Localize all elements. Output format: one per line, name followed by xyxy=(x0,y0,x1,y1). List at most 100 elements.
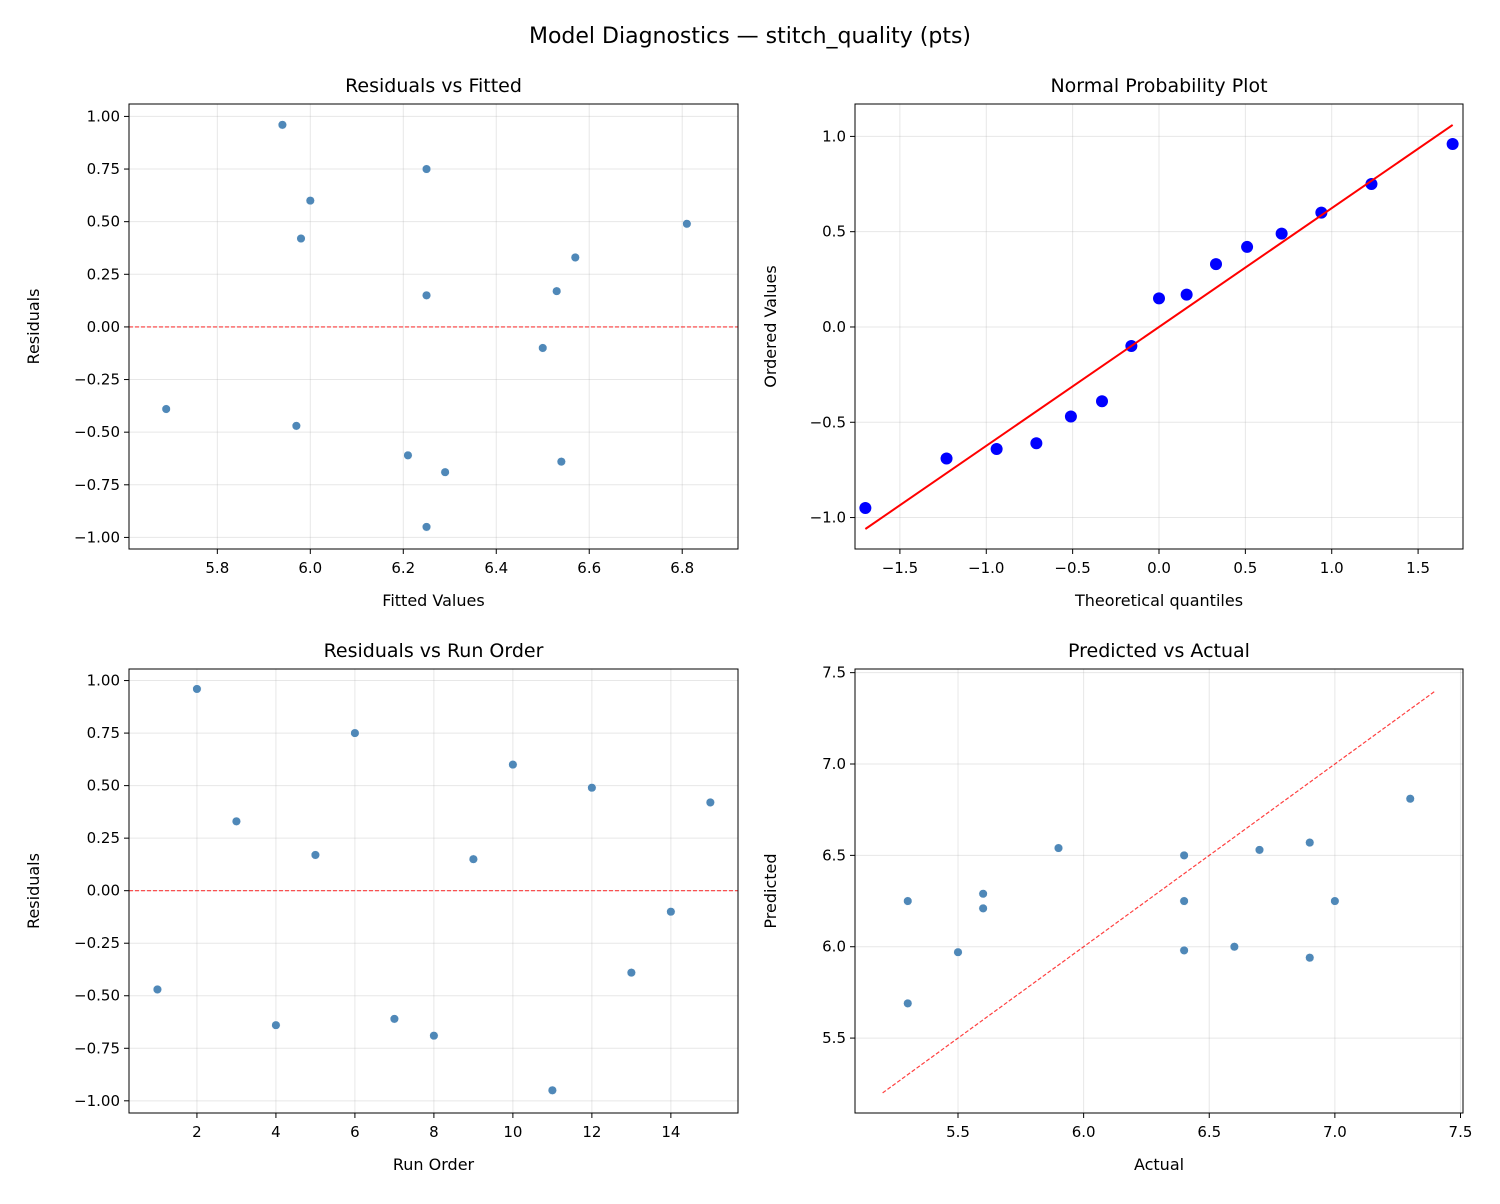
x-tick-label: 8 xyxy=(429,1123,439,1141)
x-tick-label: −0.5 xyxy=(1054,559,1090,577)
data-point xyxy=(1330,896,1340,906)
data-point xyxy=(1180,288,1193,301)
data-point xyxy=(940,452,953,465)
data-point xyxy=(421,522,432,532)
y-tick-label: −1.00 xyxy=(74,1092,120,1110)
data-point xyxy=(296,233,306,244)
y-tick-label: 1.00 xyxy=(87,107,120,125)
data-point xyxy=(403,450,413,460)
x-tick-label: 6.0 xyxy=(298,559,322,577)
data-point xyxy=(978,889,988,899)
y-tick-label: 0.50 xyxy=(87,213,120,231)
x-axis-label: Run Order xyxy=(393,1155,475,1174)
data-point xyxy=(666,907,676,917)
data-point xyxy=(421,290,432,300)
data-point xyxy=(389,1014,399,1024)
x-tick-label: 6.2 xyxy=(391,559,415,577)
x-axis-label: Actual xyxy=(1134,1155,1184,1174)
y-tick-label: −0.75 xyxy=(74,1039,120,1057)
x-tick-label: 12 xyxy=(582,1123,601,1141)
y-tick-label: 0.00 xyxy=(87,318,120,336)
data-point xyxy=(538,343,548,353)
y-tick-label: −0.50 xyxy=(74,423,120,441)
data-point xyxy=(859,502,872,515)
subplot-2: −1.5 −1.0 −0.5 0.0 0.5 1.0 1.5 1.0 0.5 0.0 −0.5 −1.… xyxy=(761,75,1464,610)
y-tick-label: 0.75 xyxy=(87,724,120,742)
y-axis-label: Predicted xyxy=(761,853,780,928)
y-tick-label: 7.0 xyxy=(822,755,846,773)
data-point xyxy=(547,1085,557,1095)
data-point xyxy=(1305,838,1315,848)
data-point xyxy=(310,850,320,860)
data-point xyxy=(1153,292,1165,305)
x-tick-label: 1.5 xyxy=(1406,559,1430,577)
x-tick-label: −1.0 xyxy=(968,559,1004,577)
axes-frame xyxy=(128,103,739,550)
axes-frame xyxy=(854,668,1464,1114)
data-point xyxy=(468,854,478,864)
data-point xyxy=(305,196,315,206)
y-tick-label: 6.5 xyxy=(822,846,846,864)
data-point xyxy=(1179,850,1189,860)
data-point xyxy=(1064,410,1077,423)
x-tick-label: 6.4 xyxy=(484,559,508,577)
data-point xyxy=(1365,178,1378,191)
y-tick-label: −0.75 xyxy=(74,476,120,494)
y-tick-label: 7.5 xyxy=(822,664,846,682)
y-tick-label: 0.00 xyxy=(87,882,120,900)
data-point xyxy=(1315,206,1328,219)
x-tick-label: 6 xyxy=(350,1123,360,1141)
data-point xyxy=(1229,942,1239,952)
x-tick-label: 5.5 xyxy=(946,1123,970,1141)
y-tick-label: 1.0 xyxy=(822,127,846,145)
y-tick-label: −1.00 xyxy=(74,528,120,546)
data-point xyxy=(291,421,301,431)
data-point xyxy=(552,286,562,296)
axes-frame xyxy=(128,668,739,1114)
data-point xyxy=(192,684,202,694)
y-tick-label: 1.00 xyxy=(87,672,120,690)
data-point xyxy=(1210,258,1222,271)
x-tick-label: 10 xyxy=(503,1123,522,1141)
y-tick-label: 6.0 xyxy=(822,938,846,956)
y-tick-label: 0.25 xyxy=(87,265,120,283)
data-point xyxy=(1179,896,1189,906)
x-tick-label: 1.0 xyxy=(1320,559,1344,577)
data-point xyxy=(978,903,988,913)
y-axis-label: Residuals xyxy=(24,853,43,929)
data-point xyxy=(570,252,580,263)
subplot-4: 5.5 6.0 6.5 7.0 7.5 5.5 6.0 6.5 7.0 7.5 Predicted … xyxy=(761,640,1472,1174)
subplot-title: Normal Probability Plot xyxy=(1050,75,1267,97)
data-point xyxy=(1030,437,1043,450)
x-axis-label: Theoretical quantiles xyxy=(1074,591,1243,610)
data-point xyxy=(152,984,162,994)
data-point xyxy=(1275,227,1288,240)
x-tick-label: 6.8 xyxy=(670,559,694,577)
data-point xyxy=(1179,945,1189,955)
y-tick-label: −1.0 xyxy=(810,509,846,527)
data-point xyxy=(903,998,913,1008)
data-point xyxy=(1053,843,1064,853)
data-point xyxy=(231,816,241,826)
data-point xyxy=(277,120,287,130)
data-point xyxy=(556,457,566,467)
data-point xyxy=(1096,395,1108,408)
y-tick-label: 0.25 xyxy=(87,829,120,847)
data-point xyxy=(161,404,171,414)
x-tick-label: 7.5 xyxy=(1449,1123,1473,1141)
identity-reference-line xyxy=(882,690,1436,1094)
data-point xyxy=(508,760,518,770)
x-tick-label: −1.5 xyxy=(882,559,918,577)
data-point xyxy=(440,467,450,477)
data-point xyxy=(587,783,597,793)
y-tick-label: 0.0 xyxy=(822,318,846,336)
subplot-title: Predicted vs Actual xyxy=(1068,640,1250,662)
x-tick-label: 0.5 xyxy=(1233,559,1257,577)
x-tick-label: 14 xyxy=(661,1123,680,1141)
subplot-1: 5.8 6.0 6.2 6.4 6.6 6.8 1.00 0.75 0.50 0.25 0.00 −0… xyxy=(24,75,739,610)
y-tick-label: −0.5 xyxy=(810,413,846,431)
x-tick-label: 6.5 xyxy=(1197,1123,1221,1141)
data-point xyxy=(705,797,715,807)
subplot-3: 2 4 6 8 10 12 14 1.00 0.75 0.50 0.25 0.00 −0.25 −0.50… xyxy=(24,640,739,1174)
data-point xyxy=(903,896,913,906)
